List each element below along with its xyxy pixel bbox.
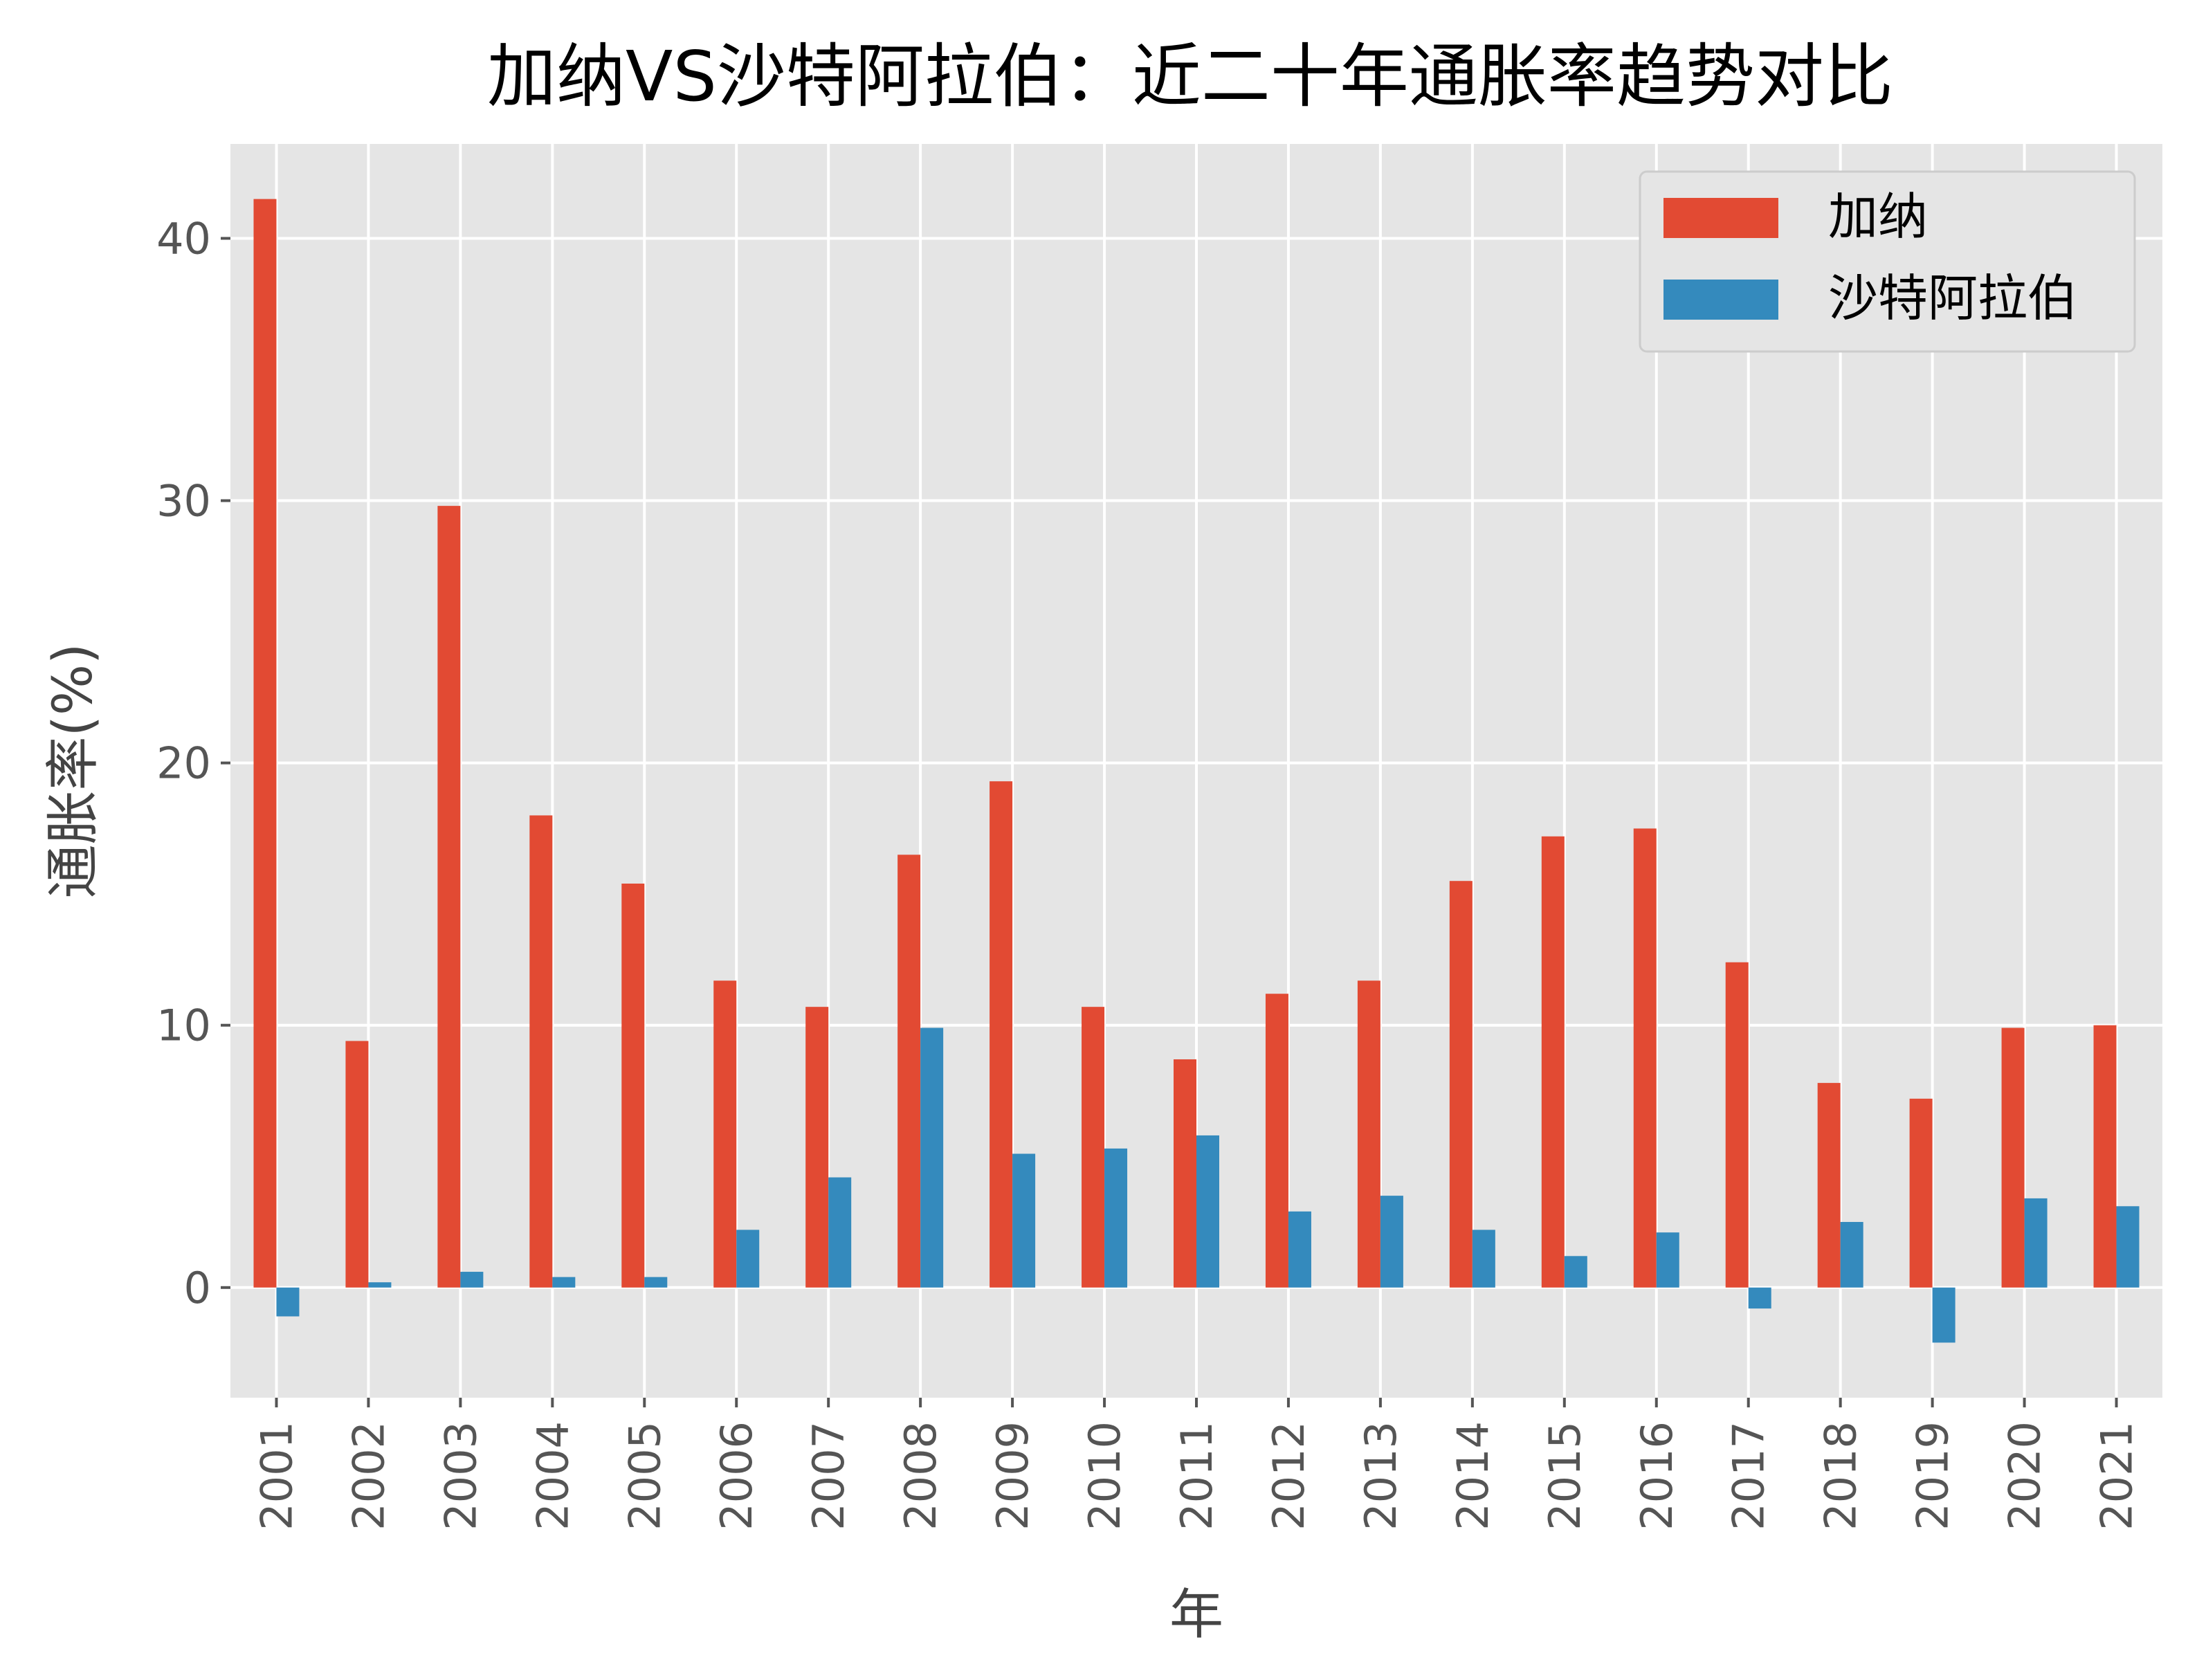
- x-axis-label: 年: [1169, 1584, 1223, 1646]
- x-tick-label: 2001: [251, 1421, 302, 1531]
- bar-saudi-2010: [1104, 1148, 1128, 1288]
- bar-saudi-2004: [552, 1277, 576, 1288]
- bar-saudi-2021: [2116, 1206, 2140, 1288]
- x-tick-label: 2002: [343, 1421, 394, 1531]
- bar-saudi-2012: [1288, 1211, 1311, 1288]
- x-tick-label: 2015: [1540, 1421, 1590, 1531]
- bar-saudi-2008: [920, 1028, 944, 1288]
- bar-ghana-2007: [805, 1007, 829, 1288]
- bar-saudi-2001: [276, 1287, 300, 1317]
- bar-saudi-2009: [1012, 1153, 1036, 1288]
- bar-ghana-2013: [1357, 980, 1380, 1288]
- bar-saudi-2019: [1932, 1287, 1956, 1343]
- x-tick-label: 2007: [803, 1421, 854, 1531]
- y-tick-label: 30: [156, 476, 211, 527]
- bar-saudi-2018: [1840, 1222, 1863, 1288]
- y-axis-label: 通胀率(%): [42, 643, 104, 899]
- bar-saudi-2013: [1380, 1196, 1403, 1288]
- legend-swatch-saudi: [1663, 280, 1778, 320]
- bar-saudi-2007: [828, 1177, 852, 1288]
- x-tick-label: 2006: [711, 1421, 762, 1531]
- y-tick-label: 20: [156, 738, 211, 789]
- bar-saudi-2020: [2024, 1198, 2048, 1288]
- x-tick-label: 2011: [1172, 1421, 1222, 1531]
- x-tick-label: 2018: [1816, 1421, 1866, 1531]
- bar-ghana-2020: [2001, 1028, 2025, 1288]
- bar-ghana-2016: [1633, 828, 1657, 1288]
- x-tick-label: 2008: [895, 1421, 946, 1531]
- x-axis: 2001 2002 2003 2004 2005 2006 2007 2008 2009 2010…: [251, 1398, 2142, 1531]
- bar-saudi-2014: [1472, 1230, 1495, 1288]
- bar-saudi-2015: [1564, 1256, 1587, 1288]
- x-tick-label: 2020: [2000, 1421, 2050, 1531]
- bar-ghana-2015: [1541, 836, 1565, 1288]
- bar-ghana-2002: [345, 1041, 369, 1288]
- legend-swatch-ghana: [1663, 198, 1778, 238]
- bar-saudi-2011: [1196, 1135, 1219, 1288]
- bar-ghana-2008: [897, 855, 921, 1288]
- x-tick-label: 2010: [1079, 1421, 1130, 1531]
- x-tick-label: 2009: [987, 1421, 1038, 1531]
- x-tick-label: 2017: [1724, 1421, 1774, 1531]
- x-tick-label: 2005: [619, 1421, 670, 1531]
- legend-label-ghana: 加纳: [1828, 188, 1928, 246]
- y-tick-label: 0: [184, 1263, 211, 1313]
- bar-ghana-2010: [1082, 1007, 1105, 1288]
- x-tick-label: 2004: [527, 1421, 578, 1531]
- bar-saudi-2016: [1656, 1232, 1679, 1288]
- bar-ghana-2003: [437, 506, 461, 1288]
- bar-ghana-2009: [990, 781, 1013, 1288]
- y-tick-label: 40: [156, 213, 211, 264]
- chart-title: 加纳VS沙特阿拉伯：近二十年通胀率趋势对比: [487, 36, 1893, 117]
- bar-saudi-2003: [460, 1272, 484, 1288]
- x-tick-label: 2016: [1632, 1421, 1682, 1531]
- legend-label-saudi: 沙特阿拉伯: [1828, 269, 2077, 327]
- bar-ghana-2004: [529, 815, 553, 1288]
- bar-ghana-2018: [1817, 1083, 1841, 1288]
- y-tick-label: 10: [156, 1001, 211, 1051]
- bar-ghana-2021: [2093, 1025, 2117, 1288]
- x-tick-label: 2021: [2092, 1421, 2142, 1531]
- bar-ghana-2017: [1725, 962, 1749, 1288]
- bar-ghana-2012: [1265, 994, 1288, 1288]
- x-tick-label: 2003: [435, 1421, 486, 1531]
- bar-saudi-2017: [1748, 1287, 1771, 1309]
- x-tick-label: 2019: [1908, 1421, 1958, 1531]
- bar-ghana-2005: [621, 884, 645, 1288]
- bar-saudi-2006: [736, 1230, 760, 1288]
- x-tick-label: 2013: [1356, 1421, 1406, 1531]
- x-tick-label: 2012: [1264, 1421, 1314, 1531]
- bar-ghana-2019: [1909, 1098, 1933, 1288]
- bars: [253, 199, 2140, 1343]
- bar-ghana-2011: [1174, 1059, 1196, 1288]
- x-tick-label: 2014: [1448, 1421, 1498, 1531]
- bar-ghana-2001: [253, 199, 277, 1288]
- bar-saudi-2005: [644, 1277, 668, 1288]
- y-axis: 0 10 20 30 40: [156, 213, 230, 1313]
- bar-ghana-2014: [1449, 881, 1473, 1288]
- bar-saudi-2002: [368, 1282, 392, 1288]
- bar-ghana-2006: [713, 980, 737, 1288]
